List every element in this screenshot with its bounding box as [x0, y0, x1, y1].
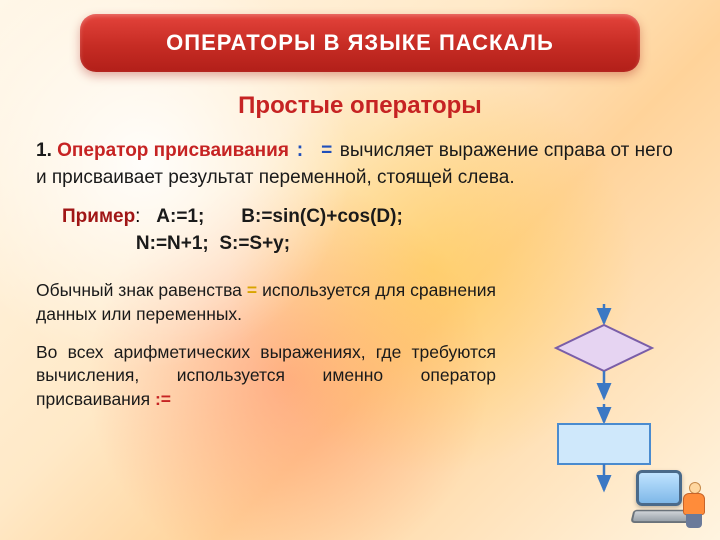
assign-operator-highlight: :=	[155, 389, 171, 409]
example-block: Пример: A:=1; B:=sin(C)+cos(D); N:=N+1; …	[36, 204, 684, 257]
flow-process-node	[558, 424, 650, 464]
slide-title: ОПЕРАТОРЫ В ЯЗЫКЕ ПАСКАЛЬ	[166, 30, 554, 56]
equality-paragraph: Обычный знак равенства = используется дл…	[36, 279, 496, 326]
eq-para-pre: Обычный знак равенства	[36, 280, 247, 300]
slide-subtitle: Простые операторы	[0, 92, 720, 120]
definition-paragraph: 1. Оператор присваивания : = вычисляет в…	[36, 138, 684, 190]
assign-para-pre: Во всех арифметических выражениях, где т…	[36, 342, 496, 409]
example-code-line2: N:=N+1; S:=S+y;	[62, 233, 290, 254]
assignment-paragraph: Во всех арифметических выражениях, где т…	[36, 341, 496, 412]
example-code-line1: A:=1; B:=sin(C)+cos(D);	[140, 206, 402, 227]
example-label: Пример	[62, 206, 135, 227]
computer-clipart-icon	[632, 468, 710, 534]
term-highlight: Оператор присваивания	[57, 140, 289, 161]
flow-decision-node	[556, 325, 652, 371]
equals-sign-highlight: =	[247, 280, 257, 300]
assign-operator-symbol: : =	[294, 140, 334, 162]
monitor-icon	[636, 470, 682, 506]
slide-title-banner: ОПЕРАТОРЫ В ЯЗЫКЕ ПАСКАЛЬ	[80, 14, 640, 72]
item-number: 1.	[36, 140, 52, 161]
person-icon	[680, 482, 708, 530]
